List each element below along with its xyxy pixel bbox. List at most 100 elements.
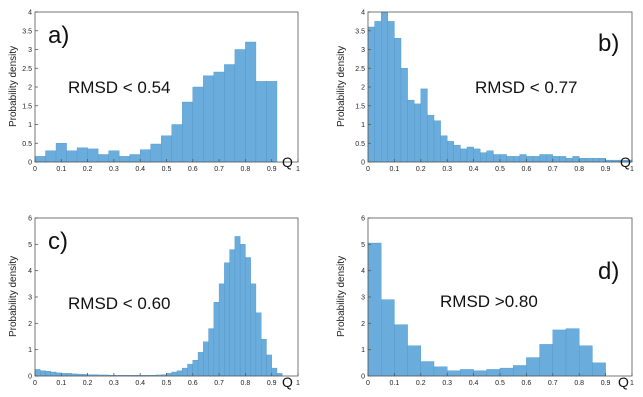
y-tick-label: 3.5 xyxy=(22,28,32,35)
x-tick-label: 0.7 xyxy=(548,380,558,387)
panel-label: c) xyxy=(48,228,68,255)
x-tick-label: 0.9 xyxy=(601,380,611,387)
x-tick-label: 0.8 xyxy=(241,166,251,173)
histogram-bar xyxy=(367,242,382,377)
x-tick-label: 0.7 xyxy=(214,166,224,173)
x-tick-label: 0.1 xyxy=(56,380,66,387)
y-tick-label: 2 xyxy=(28,321,32,328)
rmsd-annotation: RMSD < 0.54 xyxy=(68,78,171,97)
y-tick-label: 3.5 xyxy=(355,28,365,35)
x-tick-label: 0.4 xyxy=(469,166,479,173)
y-tick-label: 2 xyxy=(28,85,32,92)
y-tick-label: 1 xyxy=(28,347,32,354)
y-tick-label: 3 xyxy=(28,295,32,302)
x-tick-label: 0.4 xyxy=(135,166,145,173)
histogram-bar xyxy=(420,361,435,377)
panel-label: d) xyxy=(598,258,620,285)
y-tick-label: 4 xyxy=(28,268,32,275)
histogram-bar xyxy=(526,357,540,377)
y-axis-label: Probability density xyxy=(336,45,347,127)
x-tick-label: 0.1 xyxy=(390,166,400,173)
x-axis-label: Q xyxy=(282,154,293,170)
x-tick-label: 0.3 xyxy=(109,380,119,387)
histogram-bar xyxy=(486,369,501,377)
y-axis-label: Probability density xyxy=(8,45,19,127)
y-tick-label: 3 xyxy=(361,47,365,54)
panel-label: a) xyxy=(48,22,70,49)
y-tick-label: 5 xyxy=(361,242,365,249)
histogram-bar xyxy=(407,345,422,377)
histogram-bar xyxy=(473,370,488,377)
x-tick-label: 0.1 xyxy=(390,380,400,387)
x-axis-label: Q xyxy=(620,154,631,170)
x-tick-label: 0.4 xyxy=(469,380,479,387)
x-tick-label: 1 xyxy=(630,166,634,173)
y-tick-label: 2 xyxy=(361,85,365,92)
y-tick-label: 1 xyxy=(361,347,365,354)
y-tick-label: 0 xyxy=(361,160,365,167)
y-tick-label: 5 xyxy=(28,242,32,249)
x-tick-label: 0.2 xyxy=(83,166,93,173)
x-axis-label: Q xyxy=(282,374,293,390)
x-tick-label: 0.2 xyxy=(416,166,426,173)
x-tick-label: 0.9 xyxy=(267,166,277,173)
x-tick-label: 0.2 xyxy=(416,380,426,387)
x-tick-label: 0.3 xyxy=(442,166,452,173)
x-axis-label: Q xyxy=(618,374,629,390)
x-tick-label: 0 xyxy=(33,166,37,173)
x-tick-label: 0 xyxy=(366,380,370,387)
histogram-bar xyxy=(394,324,408,377)
x-tick-label: 0.4 xyxy=(135,380,145,387)
y-axis-label: Probability density xyxy=(336,255,347,337)
x-tick-label: 1 xyxy=(296,380,300,387)
x-tick-label: 0.6 xyxy=(522,380,532,387)
histogram-bar xyxy=(592,362,606,377)
y-tick-label: 0 xyxy=(361,374,365,381)
x-tick-label: 0.5 xyxy=(495,166,505,173)
y-tick-label: 1 xyxy=(361,122,365,129)
y-tick-label: 1.5 xyxy=(355,103,365,110)
y-tick-label: 4 xyxy=(361,268,365,275)
y-axis-label: Probability density xyxy=(8,255,19,337)
x-tick-label: 0.3 xyxy=(109,166,119,173)
histogram-bar xyxy=(565,328,580,377)
y-tick-label: 0 xyxy=(28,160,32,167)
histogram-bar xyxy=(447,370,461,377)
y-tick-label: 2.5 xyxy=(22,66,32,73)
y-tick-label: 1.5 xyxy=(22,103,32,110)
x-tick-label: 0.9 xyxy=(267,380,277,387)
y-tick-label: 6 xyxy=(28,216,32,223)
y-tick-label: 1 xyxy=(28,122,32,129)
panel-label: b) xyxy=(598,30,620,57)
x-tick-label: 0.6 xyxy=(188,166,198,173)
x-tick-label: 0.5 xyxy=(495,380,505,387)
histogram-bar xyxy=(381,299,395,377)
y-tick-label: 4 xyxy=(361,10,365,17)
y-tick-label: 3 xyxy=(28,47,32,54)
x-tick-label: 0 xyxy=(33,380,37,387)
y-tick-label: 2 xyxy=(361,321,365,328)
y-tick-label: 0.5 xyxy=(22,141,32,148)
histogram-bar xyxy=(552,329,567,377)
x-tick-label: 0.2 xyxy=(83,380,93,387)
x-tick-label: 0.9 xyxy=(601,166,611,173)
y-tick-label: 0 xyxy=(28,374,32,381)
y-tick-label: 2.5 xyxy=(355,66,365,73)
x-tick-label: 0.1 xyxy=(56,166,66,173)
y-tick-label: 3 xyxy=(361,295,365,302)
x-tick-label: 1 xyxy=(296,166,300,173)
histogram-bar xyxy=(539,344,553,377)
x-tick-label: 0.7 xyxy=(548,166,558,173)
x-tick-label: 0.8 xyxy=(241,380,251,387)
y-tick-label: 4 xyxy=(28,10,32,17)
x-tick-label: 0.6 xyxy=(188,380,198,387)
x-tick-label: 0 xyxy=(366,166,370,173)
y-tick-label: 0.5 xyxy=(355,141,365,148)
x-tick-label: 1 xyxy=(630,380,634,387)
histogram-bar xyxy=(460,369,474,377)
x-tick-label: 0.8 xyxy=(574,166,584,173)
rmsd-annotation: RMSD < 0.60 xyxy=(68,294,171,313)
